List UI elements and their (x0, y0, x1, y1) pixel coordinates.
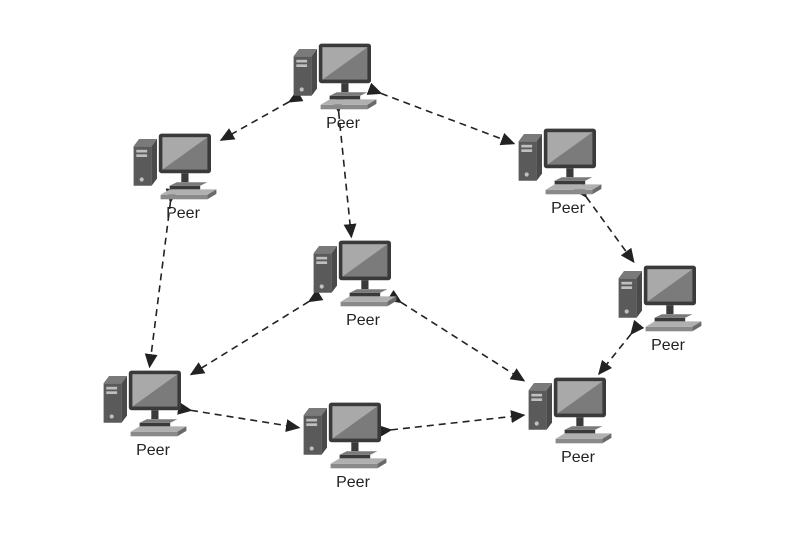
peer-node: Peer (529, 378, 612, 466)
computer-icon (104, 371, 187, 437)
peer-label: Peer (561, 449, 595, 466)
peer-label: Peer (136, 442, 170, 459)
edge-p2-p6 (150, 202, 171, 367)
network-diagram: Peer Peer Peer Peer Peer Peer Peer Peer (0, 0, 800, 536)
peer-node: Peer (304, 403, 387, 491)
edge-p4-p8 (401, 302, 524, 380)
peer-node: Peer (519, 129, 602, 217)
edge-p1-p2 (221, 102, 289, 140)
computer-icon (294, 44, 377, 110)
edge-p7-p8 (391, 415, 524, 430)
peer-label: Peer (551, 200, 585, 217)
computer-icon (519, 129, 602, 195)
peer-label: Peer (166, 205, 200, 222)
edge-p5-p8 (599, 334, 631, 374)
edge-p1-p3 (381, 93, 514, 143)
peer-node: Peer (104, 371, 187, 459)
computer-icon (314, 241, 397, 307)
nodes: Peer Peer Peer Peer Peer Peer Peer Peer (104, 44, 702, 491)
peer-node: Peer (619, 266, 702, 354)
computer-icon (619, 266, 702, 332)
edge-p3-p5 (586, 197, 633, 262)
peer-node: Peer (294, 44, 377, 132)
computer-icon (134, 134, 217, 200)
peer-label: Peer (651, 337, 685, 354)
peer-node: Peer (134, 134, 217, 222)
computer-icon (529, 378, 612, 444)
edge-p6-p7 (191, 410, 299, 427)
peer-label: Peer (346, 312, 380, 329)
peer-label: Peer (326, 115, 360, 132)
peer-label: Peer (336, 474, 370, 491)
edge-p4-p6 (191, 301, 309, 374)
computer-icon (304, 403, 387, 469)
peer-node: Peer (314, 241, 397, 329)
